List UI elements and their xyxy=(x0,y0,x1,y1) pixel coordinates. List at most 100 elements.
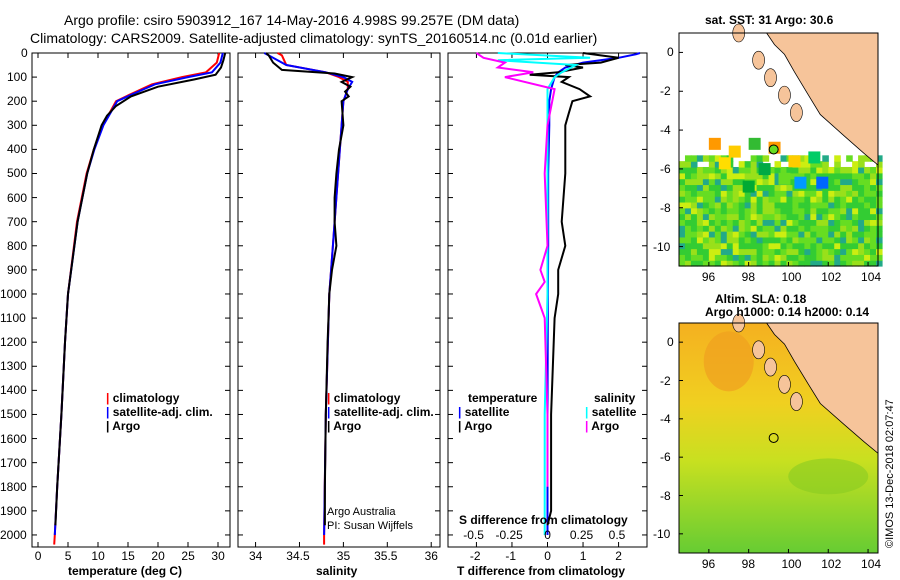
sst-pixel xyxy=(738,213,746,220)
sst-pixel xyxy=(768,231,776,238)
sst-pixel xyxy=(762,172,770,180)
sst-pixel xyxy=(756,190,764,197)
sst-pixel xyxy=(696,219,704,226)
sst-pixel xyxy=(786,219,794,226)
sst-pixel xyxy=(744,219,752,226)
sst-pixel xyxy=(858,231,865,238)
sst-pixel xyxy=(690,236,698,244)
sst-pixel xyxy=(840,260,847,267)
sst-pixel xyxy=(708,196,716,203)
sst-pixel xyxy=(774,219,782,226)
sst-pixel xyxy=(810,190,817,197)
sst-pixel xyxy=(780,260,788,267)
sst-pixel xyxy=(804,201,811,209)
sst-pixel xyxy=(876,225,883,232)
sst-pixel xyxy=(876,190,883,197)
x-tick-label: 15 xyxy=(121,549,135,563)
map-bottom-title-line1: Altim. SLA: 0.18 xyxy=(715,292,807,306)
sst-pixel xyxy=(744,166,752,174)
sst-pixel xyxy=(852,190,859,197)
sst-pixel xyxy=(762,196,770,203)
sst-pixel xyxy=(804,260,811,267)
sst-pixel xyxy=(744,236,752,244)
sst-pixel xyxy=(780,248,788,255)
sst-pixel xyxy=(840,166,847,174)
sst-pixel xyxy=(756,155,764,162)
sst-pixel xyxy=(810,213,817,220)
sst-pixel xyxy=(834,166,841,174)
sst-pixel xyxy=(744,207,752,215)
sst-pixel xyxy=(750,219,758,226)
sst-pixel xyxy=(708,190,716,197)
sst-pixel xyxy=(702,254,710,261)
sst-pixel xyxy=(756,231,764,238)
sst-pixel xyxy=(852,213,859,220)
sst-pixel xyxy=(852,166,859,174)
sst-pixel xyxy=(714,260,722,267)
sst-pixel xyxy=(834,248,841,255)
sst-pixel xyxy=(774,184,782,191)
sst-block xyxy=(788,155,801,168)
sst-pixel xyxy=(840,225,847,232)
legend-salinity-heading: salinity xyxy=(594,391,636,405)
sst-pixel xyxy=(732,225,740,232)
depth-tick-label: 1100 xyxy=(0,311,26,326)
sst-pixel xyxy=(810,225,817,232)
sst-pixel xyxy=(798,219,805,226)
series-line-satellite-adj-clim- xyxy=(53,52,224,536)
sst-pixel xyxy=(696,178,704,186)
sst-pixel xyxy=(834,196,841,203)
sst-pixel xyxy=(750,254,758,261)
sst-pixel xyxy=(756,248,764,255)
sst-pixel xyxy=(726,166,734,174)
sst-pixel xyxy=(702,166,710,174)
map-y-tick-label: -10 xyxy=(653,526,671,541)
sla-low xyxy=(788,458,869,495)
sst-pixel xyxy=(792,172,799,180)
sst-pixel xyxy=(768,178,776,186)
sst-pixel xyxy=(714,190,722,197)
sst-pixel xyxy=(834,242,841,250)
sst-pixel xyxy=(768,190,776,197)
sst-pixel xyxy=(798,248,805,255)
sst-pixel xyxy=(738,184,746,191)
sst-pixel xyxy=(816,225,823,232)
sst-pixel xyxy=(858,225,865,232)
sst-pixel xyxy=(798,190,805,197)
sst-pixel xyxy=(834,184,841,191)
sst-pixel xyxy=(756,172,764,180)
sst-pixel xyxy=(679,172,686,180)
map-x-tick-label: 100 xyxy=(781,270,802,284)
sst-pixel xyxy=(702,201,710,209)
s-tick-label: -0.25 xyxy=(495,528,523,542)
sst-pixel xyxy=(774,196,782,203)
sst-pixel xyxy=(738,242,746,250)
imos-footer: ©IMOS 13-Dec-2018 02:07:47 xyxy=(884,399,896,548)
sst-block xyxy=(794,176,807,189)
sst-block xyxy=(816,176,829,189)
sst-pixel xyxy=(702,213,710,220)
sst-pixel xyxy=(876,260,883,267)
sst-pixel xyxy=(846,231,853,238)
sst-pixel xyxy=(846,242,853,250)
sst-pixel xyxy=(684,236,692,244)
sst-pixel xyxy=(798,166,805,174)
sst-pixel xyxy=(840,207,847,215)
sst-pixel xyxy=(690,254,698,261)
sst-pixel xyxy=(822,190,829,197)
sst-pixel xyxy=(762,225,770,232)
sst-pixel xyxy=(786,225,794,232)
sst-pixel xyxy=(864,166,871,174)
sst-pixel xyxy=(876,213,883,220)
legend-argo: | Argo xyxy=(106,419,141,433)
sst-pixel xyxy=(720,254,728,261)
sst-pixel xyxy=(828,201,835,209)
sst-pixel xyxy=(684,248,692,255)
sst-pixel xyxy=(684,213,692,220)
sst-pixel xyxy=(810,207,817,215)
sst-pixel xyxy=(696,231,704,238)
sst-pixel xyxy=(679,213,686,220)
sst-pixel xyxy=(780,190,788,197)
sst-pixel xyxy=(834,155,841,162)
